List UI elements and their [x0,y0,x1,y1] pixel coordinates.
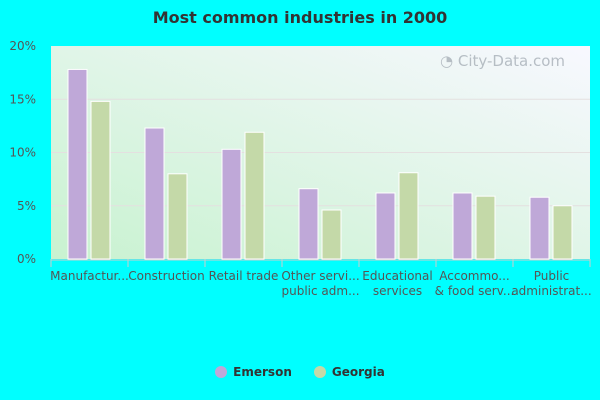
x-category-label: Retail trade [209,269,279,283]
chart-title: Most common industries in 2000 [152,8,448,27]
bar-emerson [529,196,550,260]
watermark-logo: ◔ City-Data.com [440,52,566,70]
y-tick-label: 20% [9,39,36,53]
x-category-label: & food serv... [435,284,515,298]
y-tick-label: 15% [9,92,36,106]
bar-emerson [298,188,319,260]
legend-item: Georgia [313,365,385,379]
x-category-label: administrat... [511,284,591,298]
bar-georgia [167,173,188,260]
x-category-label: Other servi... [281,269,359,283]
x-category-label: Manufactur... [50,269,129,283]
bar-emerson [221,148,242,260]
y-tick-label: 10% [9,146,36,160]
y-tick-label: 5% [17,199,36,213]
y-tick-label: 0% [17,252,36,266]
x-category-label: Educational [362,269,432,283]
bar-georgia [321,209,342,260]
legend: Emerson Georgia [0,365,600,379]
legend-swatch [313,366,326,378]
bar-georgia [244,131,265,260]
legend-swatch [215,366,228,378]
legend-label: Georgia [331,365,385,379]
bar-georgia [475,195,496,260]
bar-emerson [375,192,396,260]
x-category-label: Construction [128,269,204,283]
x-category-label: public adm... [281,284,359,298]
x-category-label: Accommo... [439,269,510,283]
bar-georgia [90,100,111,260]
bar-emerson [144,127,165,260]
legend-item: Emerson [215,365,292,379]
x-category-label: services [373,284,422,298]
legend-label: Emerson [233,365,292,379]
bar-emerson [67,68,88,260]
bar-emerson [452,192,473,260]
bar-georgia [398,172,419,260]
x-category-label: Public [534,269,570,283]
bar-georgia [552,205,573,260]
